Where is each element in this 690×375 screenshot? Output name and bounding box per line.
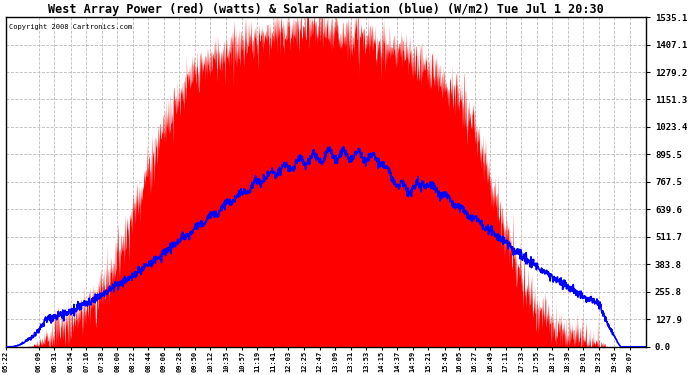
Text: Copyright 2008 Cartronics.com: Copyright 2008 Cartronics.com bbox=[9, 24, 132, 30]
Title: West Array Power (red) (watts) & Solar Radiation (blue) (W/m2) Tue Jul 1 20:30: West Array Power (red) (watts) & Solar R… bbox=[48, 3, 604, 16]
